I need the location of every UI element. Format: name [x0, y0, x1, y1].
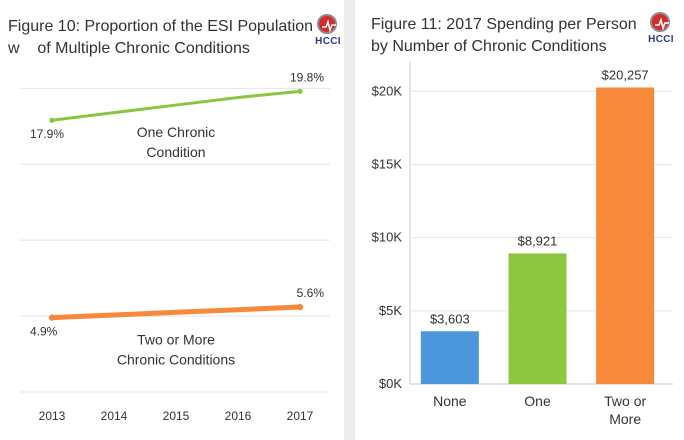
- figure-10-title-line-2: w of Multiple Chronic Conditions: [8, 40, 250, 57]
- line-series-1-point-4: [296, 303, 304, 311]
- y-tick-label-2: $10K: [372, 230, 403, 245]
- line-chart-grid: [20, 87, 330, 393]
- line-chart: 17.9% 19.8% One Chronic Condition 4.9% 5.6% Tw…: [20, 70, 330, 423]
- figure-11-title-line-2: by Number of Chronic Conditions: [371, 38, 607, 55]
- figure-10-panel: Figure 10: Proportion of the ESI Populat…: [0, 0, 344, 440]
- figure-11-panel: Figure 11: 2017 Spending per Person by N…: [355, 0, 684, 440]
- bar-1: [508, 253, 567, 384]
- x-tick-label-2: 2015: [163, 409, 190, 423]
- bar-chart-bars: [420, 87, 655, 385]
- hcci-logo: HCCI: [310, 14, 346, 54]
- line-series-0-name-line-0: One Chronic: [137, 124, 216, 140]
- line-series-0-start-label: 17.9%: [30, 127, 64, 141]
- y-tick-label-4: $20K: [372, 83, 403, 98]
- x-tick-label-3: 2016: [225, 409, 252, 423]
- figure-10-title: Figure 10: Proportion of the ESI Populat…: [8, 16, 313, 60]
- line-series-1-start-label: 4.9%: [30, 325, 58, 339]
- x-category-label-0-line-0: None: [433, 393, 467, 409]
- heartbeat-icon-glyph: [655, 17, 669, 31]
- hcci-logo: HCCI: [643, 12, 679, 52]
- y-tick-label-0: $0K: [379, 376, 402, 391]
- line-series-1-point-0: [48, 314, 56, 321]
- y-tick-label-3: $15K: [372, 156, 403, 171]
- bar-1-value-label: $8,921: [518, 233, 558, 248]
- figure-11-title-line-1: Figure 11: 2017 Spending per Person: [371, 16, 637, 33]
- line-series-0: [50, 89, 302, 122]
- hcci-logo-text: HCCI: [315, 36, 341, 47]
- y-tick-label-1: $5K: [379, 303, 402, 318]
- figure-11-title: Figure 11: 2017 Spending per Person by N…: [371, 14, 637, 58]
- heartbeat-icon-glyph: [322, 19, 336, 33]
- line-chart-labels: 17.9% 19.8% One Chronic Condition 4.9% 5.6% Tw…: [30, 70, 324, 367]
- figure-10-title-line-1: Figure 10: Proportion of the ESI Populat…: [8, 18, 314, 35]
- heartbeat-icon: [317, 14, 337, 34]
- x-category-label-2-line-0: Two or: [604, 393, 646, 409]
- bar-chart-labels: $0K $5K $10K $15K $20K $3,603 None $8,921 One $20…: [372, 68, 649, 427]
- x-tick-label-1: 2014: [101, 409, 128, 423]
- line-series-1-name-line-0: Two or More: [137, 331, 215, 347]
- x-category-label-1-line-0: One: [524, 393, 551, 409]
- bar-0-value-label: $3,603: [430, 311, 470, 326]
- heartbeat-icon: [650, 12, 670, 32]
- line-series-1-end-label: 5.6%: [297, 286, 325, 300]
- line-chart-x-ticks: 2013 2014 2015 2016 2017: [39, 409, 314, 423]
- x-tick-label-4: 2017: [287, 409, 314, 423]
- line-series-0-point-4: [297, 88, 303, 94]
- bar-chart: $0K $5K $10K $15K $20K $3,603 None $8,921 One $20…: [372, 62, 673, 427]
- x-category-label-2-line-1: More: [609, 411, 641, 427]
- x-tick-label-0: 2013: [39, 409, 66, 423]
- line-series-1-name-line-1: Chronic Conditions: [117, 351, 235, 367]
- bar-2: [596, 87, 655, 385]
- bar-0: [420, 331, 479, 384]
- hcci-logo-text: HCCI: [648, 34, 674, 45]
- line-series-0-point-0: [49, 117, 55, 123]
- line-chart-series: [48, 88, 304, 321]
- line-series-0-name-line-1: Condition: [146, 144, 205, 160]
- line-series-1: [49, 304, 303, 321]
- line-series-0-end-label: 19.8%: [290, 70, 324, 84]
- bar-2-value-label: $20,257: [602, 68, 649, 83]
